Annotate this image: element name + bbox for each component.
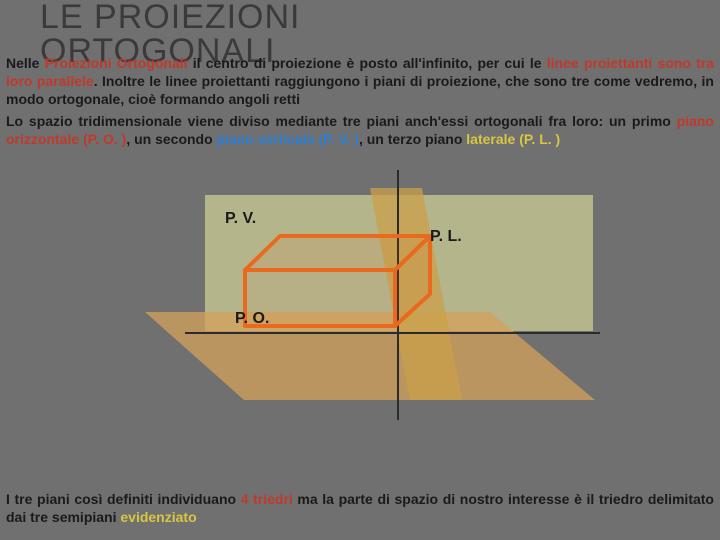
text-run: . Inoltre le linee proiettanti raggiungo… <box>6 73 714 107</box>
title-line1: LE PROIEZIONI <box>40 0 301 36</box>
paragraph-1: Nelle Proiezioni Ortogonali il centro di… <box>6 54 714 109</box>
plane-horizontal <box>145 312 595 400</box>
label-pv: P. V. <box>225 210 256 228</box>
text-run: laterale (P. L. ) <box>466 131 560 147</box>
cube-top-face <box>245 236 430 270</box>
text-run: , un terzo piano <box>359 131 466 147</box>
plane-lateral <box>370 188 462 400</box>
label-pl: P. L. <box>430 228 462 246</box>
text-run: I tre piani così definiti individuano <box>6 491 241 507</box>
slide: LE PROIEZIONI ORTOGONALI Nelle Proiezion… <box>0 0 720 540</box>
cube-side-face <box>395 236 430 326</box>
text-run: Proiezioni Ortogonali <box>45 55 188 71</box>
paragraph-2: Lo spazio tridimensionale viene diviso m… <box>6 112 714 148</box>
text-run: 4 triedri <box>241 491 293 507</box>
text-run: Lo spazio tridimensionale viene diviso m… <box>6 113 677 129</box>
text-run: Nelle <box>6 55 45 71</box>
text-run: piano verticale (P. V. ) <box>217 131 359 147</box>
text-run: evidenziato <box>120 509 196 525</box>
paragraph-3: I tre piani così definiti individuano 4 … <box>6 490 714 526</box>
label-po: P. O. <box>235 310 269 328</box>
text-run: , un secondo <box>126 131 216 147</box>
text-run: il centro di proiezione è posto all'infi… <box>188 55 547 71</box>
